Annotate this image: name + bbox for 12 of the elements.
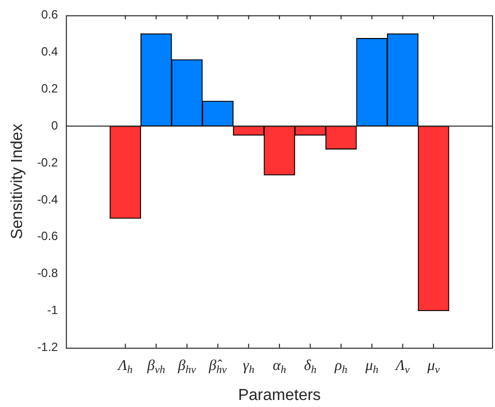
y-tick-label: -0.6 [37, 229, 58, 244]
y-axis-title: Sensitivity Index [9, 124, 26, 240]
y-tick-label: 0.2 [41, 81, 58, 96]
y-tick-label: -0.4 [37, 192, 58, 206]
x-axis-title: Parameters [238, 386, 321, 404]
y-tick-label: -0.8 [37, 266, 58, 280]
y-tick-label: -1.2 [37, 340, 58, 354]
y-tick-label: 0.4 [41, 44, 58, 58]
y-tick-label: -0.2 [37, 155, 58, 170]
y-tick-label: 0 [51, 118, 58, 132]
y-tick-label: -1 [47, 303, 58, 318]
y-tick-label: 0.6 [41, 8, 58, 22]
